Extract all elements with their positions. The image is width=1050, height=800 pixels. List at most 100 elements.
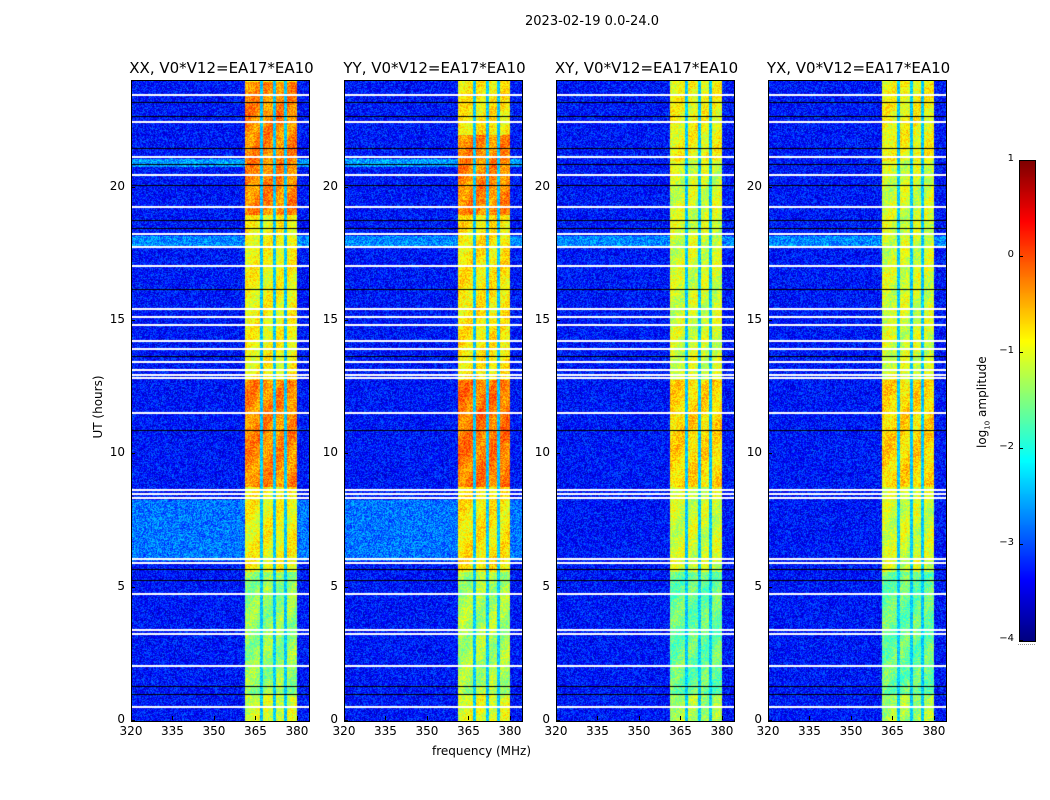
x-tick-label: 320	[544, 724, 568, 738]
y-tick-mark	[768, 720, 772, 721]
x-tick-label: 350	[839, 724, 863, 738]
y-tick-mark	[344, 186, 348, 188]
colorbar-tick-label: 0	[1007, 249, 1014, 260]
x-tick-label: 320	[119, 724, 143, 738]
y-tick-label: 0	[330, 712, 338, 726]
y-tick-mark	[131, 720, 135, 721]
y-tick-label: 20	[746, 178, 762, 193]
x-tick-label: 335	[161, 724, 184, 738]
x-axis-label: frequency (MHz)	[432, 744, 532, 758]
colorbar-tick-mark	[1019, 640, 1023, 641]
x-tick-label: 350	[627, 724, 651, 738]
y-tick-mark	[768, 320, 772, 321]
y-tick-mark	[768, 586, 772, 588]
y-tick-label: 5	[330, 578, 338, 593]
x-tick-label: 335	[374, 724, 397, 738]
spectrogram-panel	[556, 80, 735, 722]
y-tick-label: 10	[746, 445, 762, 460]
y-tick-mark	[768, 453, 772, 455]
colorbar-tick-mark	[1019, 448, 1023, 449]
y-tick-label: 20	[109, 178, 125, 193]
x-tick-label: 335	[798, 724, 821, 738]
y-tick-label: 0	[542, 712, 550, 726]
x-tick-mark	[850, 716, 852, 720]
y-tick-mark	[344, 320, 348, 321]
y-tick-mark	[344, 453, 348, 455]
x-tick-label: 380	[285, 724, 309, 738]
panel-title: YY, V0*V12=EA17*EA10	[343, 59, 526, 77]
colorbar-label: log10 amplitude	[975, 356, 991, 448]
colorbar-extension-marker	[1018, 644, 1035, 645]
y-tick-label: 15	[746, 312, 762, 326]
y-tick-mark	[131, 453, 135, 455]
y-tick-label: 5	[117, 578, 125, 593]
panel-title: XX, V0*V12=EA17*EA10	[129, 59, 314, 77]
y-tick-label: 15	[322, 312, 338, 326]
colorbar-tick-label: −4	[999, 633, 1014, 644]
x-tick-label: 380	[710, 724, 734, 738]
colorbar-tick-label: −2	[999, 441, 1014, 452]
figure-suptitle: 2023-02-19 0.0-24.0	[525, 14, 659, 29]
spectrogram-image	[557, 81, 734, 721]
x-tick-mark	[933, 716, 935, 720]
x-tick-mark	[638, 716, 640, 720]
y-tick-label: 0	[754, 712, 762, 726]
spectrogram-panel	[344, 80, 523, 722]
x-tick-mark	[296, 716, 298, 720]
y-tick-mark	[556, 720, 560, 721]
colorbar-tick-mark	[1019, 544, 1023, 545]
x-tick-mark	[768, 716, 769, 720]
y-axis-label: UT (hours)	[91, 375, 105, 439]
x-tick-mark	[809, 716, 811, 720]
colorbar-label-rest: amplitude	[975, 356, 989, 421]
colorbar-gradient	[1020, 161, 1035, 641]
y-tick-label: 5	[542, 578, 550, 593]
x-tick-mark	[131, 716, 132, 720]
colorbar-tick-mark	[1019, 160, 1023, 161]
x-tick-mark	[721, 716, 723, 720]
x-tick-mark	[892, 716, 894, 720]
colorbar-tick-label: −3	[999, 537, 1014, 548]
x-tick-label: 365	[881, 724, 904, 738]
x-tick-mark	[468, 716, 470, 720]
x-tick-label: 350	[202, 724, 226, 738]
y-tick-mark	[344, 586, 348, 588]
x-tick-mark	[509, 716, 511, 720]
x-tick-mark	[172, 716, 174, 720]
x-tick-label: 380	[498, 724, 522, 738]
y-tick-label: 10	[322, 445, 338, 460]
spectrogram-panel	[131, 80, 310, 722]
y-tick-mark	[344, 720, 348, 721]
x-tick-mark	[385, 716, 387, 720]
y-tick-mark	[556, 186, 560, 188]
x-tick-mark	[556, 716, 557, 720]
y-tick-label: 15	[109, 312, 125, 326]
x-tick-label: 350	[415, 724, 439, 738]
spectrogram-image	[769, 81, 946, 721]
x-tick-mark	[597, 716, 599, 720]
y-tick-mark	[556, 586, 560, 588]
x-tick-label: 380	[922, 724, 946, 738]
colorbar	[1019, 160, 1036, 642]
y-tick-mark	[768, 186, 772, 188]
x-tick-label: 320	[332, 724, 356, 738]
y-tick-label: 10	[109, 445, 125, 460]
y-tick-mark	[131, 186, 135, 188]
spectrogram-image	[345, 81, 522, 721]
y-tick-mark	[556, 320, 560, 321]
x-tick-mark	[344, 716, 345, 720]
x-tick-label: 335	[586, 724, 609, 738]
panel-title: YX, V0*V12=EA17*EA10	[766, 59, 951, 77]
y-tick-label: 20	[322, 178, 338, 193]
y-tick-mark	[131, 320, 135, 321]
x-tick-mark	[255, 716, 257, 720]
colorbar-tick-mark	[1019, 352, 1023, 353]
x-tick-label: 365	[457, 724, 480, 738]
colorbar-tick-mark	[1019, 256, 1023, 257]
colorbar-tick-label: 1	[1007, 153, 1014, 164]
x-tick-label: 365	[244, 724, 267, 738]
y-tick-mark	[131, 586, 135, 588]
x-tick-mark	[426, 716, 428, 720]
spectrogram-panel	[768, 80, 947, 722]
